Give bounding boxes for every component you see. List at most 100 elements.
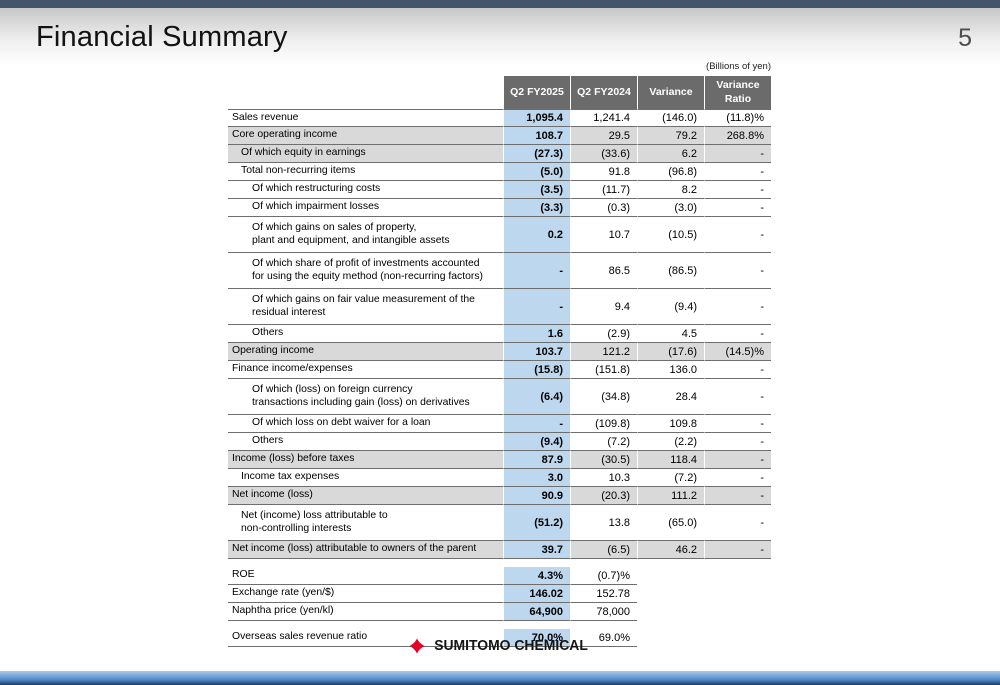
value-cell: 9.4 [570, 289, 637, 325]
row-label: ROE [228, 567, 503, 585]
value-cell: 4.5 [637, 325, 704, 343]
value-cell: 111.2 [637, 487, 704, 505]
row-label-line: Income tax expenses [241, 471, 340, 483]
value-cell: 10.3 [570, 469, 637, 487]
row-label: Sales revenue [228, 109, 503, 127]
value-cell: (65.0) [637, 505, 704, 541]
table-row: Income tax expenses 3.0 10.3 (7.2) - [228, 469, 771, 487]
row-label-line: Naphtha price (yen/kl) [232, 605, 334, 617]
value-cell: - [704, 199, 771, 217]
row-label-line: Others [252, 327, 284, 339]
row-label-line: non-controlling interests [241, 522, 352, 534]
value-cell: (33.6) [570, 145, 637, 163]
row-label-line: transactions including gain (loss) on de… [252, 396, 470, 408]
row-label-line: Net (income) loss attributable to [241, 510, 388, 521]
value-cell: 103.7 [503, 343, 570, 361]
value-cell: 6.2 [637, 145, 704, 163]
value-cell: - [704, 505, 771, 541]
value-cell: (20.3) [570, 487, 637, 505]
table-row: Of which (loss) on foreign currency trans… [228, 379, 771, 415]
value-cell: (34.8) [570, 379, 637, 415]
value-cell: - [704, 325, 771, 343]
value-cell: - [503, 289, 570, 325]
value-cell: (96.8) [637, 163, 704, 181]
table-row: Net income (loss) 90.9 (20.3) 111.2- [228, 487, 771, 505]
row-label-line: Of which loss on debt waiver for a loan [252, 417, 431, 429]
row-label-line: Overseas sales revenue ratio [232, 631, 368, 643]
value-cell: 118.4 [637, 451, 704, 469]
value-cell: 121.2 [570, 343, 637, 361]
row-label: Others [228, 325, 503, 343]
row-label-line: Net income (loss) attributable to owners… [232, 543, 477, 555]
table-row: Operating income 103.7 121.2 (17.6) (14.5)% [228, 343, 771, 361]
value-cell: (14.5)% [704, 343, 771, 361]
value-cell [637, 603, 704, 621]
value-cell: 0.2 [503, 217, 570, 253]
value-cell: 1,241.4 [570, 109, 637, 127]
row-label-line: Of which (loss) on foreign currency [252, 384, 413, 395]
value-cell: 79.2 [637, 127, 704, 145]
value-cell: (5.0) [503, 163, 570, 181]
value-cell: 39.7 [503, 541, 570, 559]
row-label: Others [228, 433, 503, 451]
table-row: Of which gains on fair value measurement… [228, 289, 771, 325]
row-label: Income tax expenses [228, 469, 503, 487]
table-row: Of which gains on sales of property, plan… [228, 217, 771, 253]
value-cell: (17.6) [637, 343, 704, 361]
row-label-line: ROE [232, 569, 255, 581]
value-cell: 3.0 [503, 469, 570, 487]
value-cell: (7.2) [637, 469, 704, 487]
table-row: Of which share of profit of investments … [228, 253, 771, 289]
value-cell: (2.9) [570, 325, 637, 343]
row-label: Naphtha price (yen/kl) [228, 603, 503, 621]
value-cell: (9.4) [503, 433, 570, 451]
value-cell: 28.4 [637, 379, 704, 415]
value-cell: - [704, 415, 771, 433]
value-cell: - [704, 163, 771, 181]
value-cell: - [704, 181, 771, 199]
table-row: Net (income) loss attributable to non-con… [228, 505, 771, 541]
page-title: Financial Summary [36, 21, 288, 53]
value-cell: 46.2 [637, 541, 704, 559]
value-cell: 78,000 [570, 603, 637, 621]
value-cell: (151.8) [570, 361, 637, 379]
table-row: Finance income/expenses (15.8) (151.8) 136.… [228, 361, 771, 379]
row-label: Exchange rate (yen/$) [228, 585, 503, 603]
row-label: Of which gains on sales of property, plan… [228, 217, 503, 253]
row-label-line: Operating income [232, 345, 315, 357]
value-cell: - [704, 541, 771, 559]
value-cell: (10.5) [637, 217, 704, 253]
value-cell: 64,900 [503, 603, 570, 621]
row-label: Finance income/expenses [228, 361, 503, 379]
value-cell [704, 585, 771, 603]
financial-table-header: Q2 FY2025 Q2 FY2024 Variance Variance Ratio [228, 76, 771, 109]
value-cell: 13.8 [570, 505, 637, 541]
row-label: Of which equity in earnings [228, 145, 503, 163]
row-label: Operating income [228, 343, 503, 361]
row-label: Net income (loss) [228, 487, 503, 505]
table-row: Of which loss on debt waiver for a loan -… [228, 415, 771, 433]
table-row: Others 1.6 (2.9) 4.5- [228, 325, 771, 343]
row-label: Of which impairment losses [228, 199, 503, 217]
units-note: (Billions of yen) [706, 61, 771, 72]
row-label-line: for using the equity method (non-recurri… [252, 270, 484, 282]
value-cell: (11.7) [570, 181, 637, 199]
value-cell: (9.4) [637, 289, 704, 325]
value-cell: 146.02 [503, 585, 570, 603]
row-label: Overseas sales revenue ratio [228, 629, 503, 647]
row-label-line: Total non-recurring items [241, 165, 356, 177]
table-row: Income (loss) before taxes 87.9 (30.5) 118.… [228, 451, 771, 469]
row-label-line: Exchange rate (yen/$) [232, 587, 335, 599]
table-section-spacer [228, 559, 771, 567]
value-cell: 86.5 [570, 253, 637, 289]
table-row: Core operating income 108.7 29.5 79.2 268.8% [228, 127, 771, 145]
value-cell: (0.7)% [570, 567, 637, 585]
table-row: Naphtha price (yen/kl) 64,900 78,000 [228, 603, 771, 621]
value-cell: (3.5) [503, 181, 570, 199]
table-row: Overseas sales revenue ratio 70.0% 69.0% [228, 629, 771, 647]
header-corner-cell [228, 76, 503, 109]
value-cell: (11.8)% [704, 109, 771, 127]
page-number: 5 [958, 24, 972, 52]
table-row: Sales revenue 1,095.4 1,241.4 (146.0) (11.8)… [228, 109, 771, 127]
